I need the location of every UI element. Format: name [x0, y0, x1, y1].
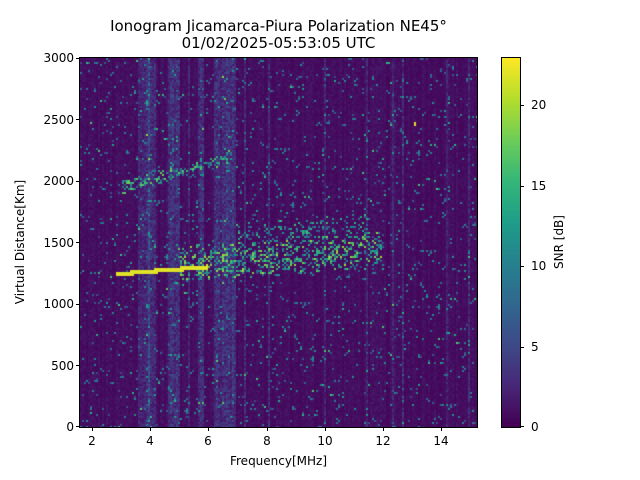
- x-tick-8: 8: [263, 434, 271, 448]
- x-tick-12: 12: [375, 434, 391, 448]
- x-tick-mark: [441, 427, 442, 431]
- x-tick-mark: [325, 427, 326, 431]
- y-axis-label: Virtual Distance[Km]: [13, 179, 27, 305]
- colorbar-label: SNR [dB]: [552, 215, 566, 269]
- colorbar-tick-mark: [520, 426, 524, 427]
- chart-title-line1: Ionogram Jicamarca-Piura Polarization NE…: [110, 17, 447, 35]
- x-tick-mark: [267, 427, 268, 431]
- y-tick-0: 0: [66, 420, 74, 434]
- y-tick-mark: [76, 304, 80, 305]
- y-tick-mark: [76, 426, 80, 427]
- y-tick-mark: [76, 365, 80, 366]
- y-tick-2500: 2500: [43, 112, 74, 127]
- y-tick-500: 500: [51, 358, 74, 373]
- x-tick-mark: [208, 427, 209, 431]
- y-tick-mark: [76, 242, 80, 243]
- y-tick-mark: [76, 119, 80, 120]
- ionogram-heatmap: [79, 57, 478, 428]
- chart-title-line2: 01/02/2025-05:53:05 UTC: [181, 34, 376, 52]
- x-axis-label: Frequency[MHz]: [229, 454, 328, 468]
- colorbar-tick-mark: [520, 186, 524, 187]
- y-tick-2000: 2000: [43, 174, 74, 188]
- x-tick-6: 6: [204, 434, 212, 448]
- colorbar-tick-0: 0: [531, 420, 539, 434]
- y-tick-mark: [76, 58, 80, 59]
- y-tick-3000: 3000: [43, 51, 74, 65]
- x-tick-mark: [92, 427, 93, 431]
- colorbar: [501, 57, 521, 428]
- x-tick-14: 14: [433, 434, 449, 448]
- y-tick-mark: [76, 181, 80, 182]
- x-tick-10: 10: [317, 434, 333, 448]
- colorbar-tick-20: 20: [531, 98, 547, 112]
- y-tick-1000: 1000: [43, 297, 74, 311]
- colorbar-tick-15: 15: [531, 179, 547, 193]
- x-tick-4: 4: [146, 434, 154, 448]
- x-tick-mark: [150, 427, 151, 431]
- x-tick-mark: [383, 427, 384, 431]
- colorbar-tick-mark: [520, 105, 524, 106]
- colorbar-tick-10: 10: [531, 259, 547, 273]
- y-tick-1500: 1500: [43, 235, 74, 250]
- colorbar-tick-5: 5: [531, 340, 539, 354]
- colorbar-tick-mark: [520, 266, 524, 267]
- x-tick-2: 2: [88, 434, 96, 448]
- colorbar-tick-mark: [520, 347, 524, 348]
